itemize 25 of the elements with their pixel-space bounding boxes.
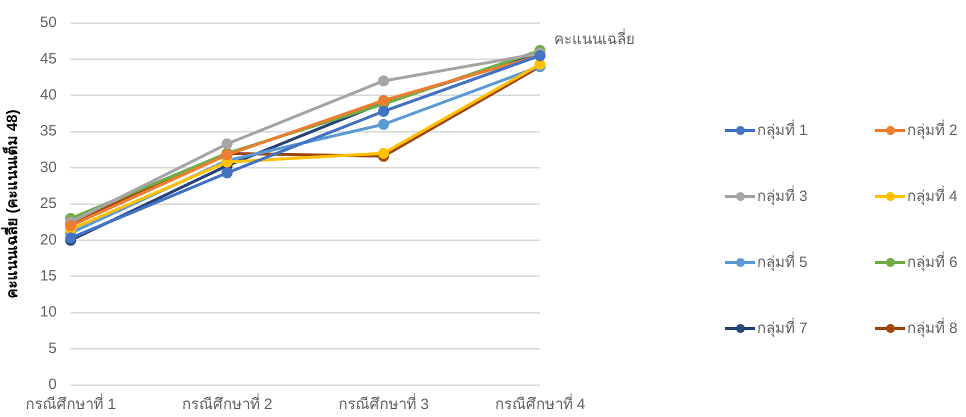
legend-label: กลุ่มที่ 6 <box>907 250 958 274</box>
y-tick-label: 20 <box>40 231 57 248</box>
legend-label: กลุ่มที่ 3 <box>757 184 808 208</box>
x-tick-label: กรณีศึกษาที่ 2 <box>182 393 272 414</box>
y-tick-label: 35 <box>40 122 57 140</box>
y-tick-label: 50 <box>40 14 57 32</box>
x-tick-label: กรณีศึกษาที่ 1 <box>25 393 116 414</box>
legend-label: กลุ่มที่ 4 <box>907 184 958 208</box>
text: คะแนนเฉลี่ย <box>554 28 635 48</box>
legend-label: กลุ่มที่ 2 <box>907 118 958 142</box>
y-tick-label: 5 <box>48 340 57 357</box>
y-tick-label: 15 <box>40 268 57 285</box>
legend-label: กลุ่มที่ 5 <box>757 250 808 274</box>
legend-label: กลุ่มที่ 1 <box>757 118 808 142</box>
legend-label: กลุ่มที่ 7 <box>757 316 808 340</box>
y-tick-label: 10 <box>40 304 57 321</box>
y-tick-label: 0 <box>48 376 57 394</box>
y-tick-label: 25 <box>40 195 57 212</box>
legend-label: กลุ่มที่ 8 <box>907 316 958 340</box>
y-axis-title: คะแนนเฉลี่ย (คะแนนเต็ม 48) <box>1 109 22 299</box>
x-tick-label: กรณีศึกษาที่ 4 <box>494 393 586 414</box>
x-tick-label: กรณีศึกษาที่ 3 <box>338 393 429 414</box>
y-tick-label: 45 <box>40 50 57 68</box>
y-tick-label: 30 <box>40 158 57 176</box>
y-tick-label: 40 <box>40 86 57 104</box>
